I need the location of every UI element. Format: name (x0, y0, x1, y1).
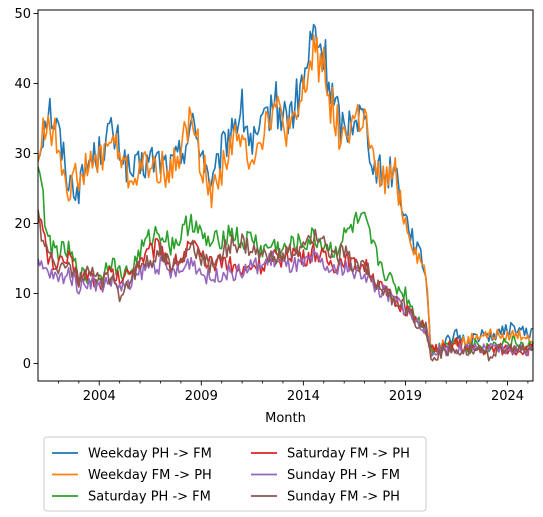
legend-label: Sunday FM -> PH (287, 490, 400, 505)
series-line (37, 34, 534, 356)
axes-frame (37, 9, 534, 382)
legend-label: Weekday PH -> FM (88, 447, 212, 462)
x-tick-label: 2019 (389, 389, 422, 404)
series-line (37, 23, 534, 356)
y-tick-label: 50 (14, 7, 31, 22)
axes-border (37, 9, 534, 382)
x-tick-label: 2009 (185, 389, 218, 404)
x-tick-label: 2004 (83, 389, 116, 404)
x-axis: 2004 2009 2014 2019 2024 (58, 381, 529, 404)
series-line (37, 209, 534, 362)
legend-label: Sunday PH -> FM (287, 468, 400, 483)
y-axis: 0 10 20 30 40 50 (14, 7, 38, 372)
legend-label: Weekday FM -> PH (88, 468, 212, 483)
y-tick-label: 0 (23, 357, 31, 372)
x-tick-label: 2024 (491, 389, 524, 404)
legend-box (43, 436, 427, 512)
y-tick-label: 20 (14, 217, 31, 232)
x-tick-label: 2014 (287, 389, 320, 404)
y-tick-label: 40 (14, 77, 31, 92)
series-lines (37, 23, 534, 362)
y-tick-label: 10 (14, 287, 31, 302)
legend: Weekday PH -> FM Weekday FM -> PH Saturday… (43, 436, 427, 512)
x-axis-label: Month (265, 411, 306, 426)
y-tick-label: 30 (14, 147, 31, 162)
legend-label: Saturday PH -> FM (88, 490, 211, 505)
legend-label: Saturday FM -> PH (287, 447, 410, 462)
series-line (37, 217, 534, 357)
